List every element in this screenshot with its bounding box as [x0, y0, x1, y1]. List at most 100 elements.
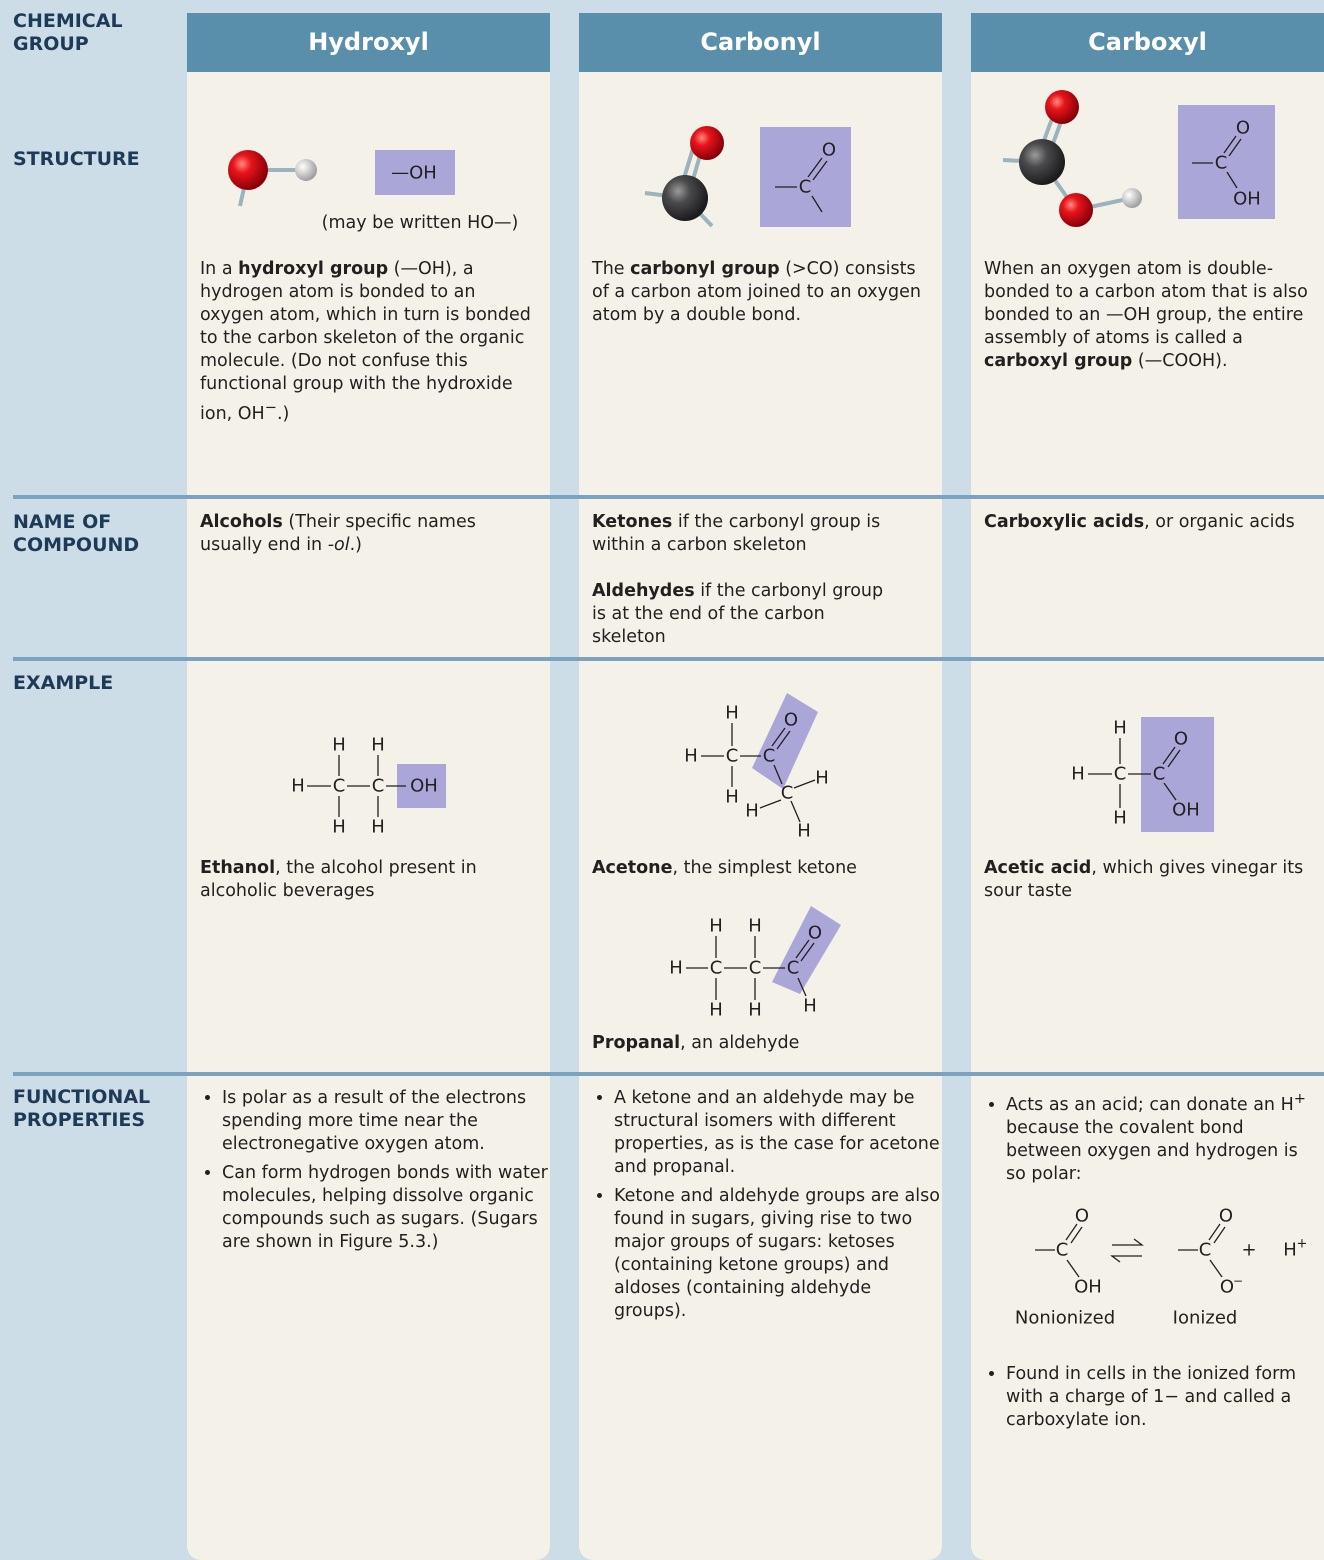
text: (—COOH). — [1132, 351, 1228, 371]
atom: H — [709, 1000, 723, 1021]
bonds — [1035, 1223, 1226, 1278]
structure-note: (may be written HO—) — [321, 213, 519, 233]
text: .) — [276, 403, 290, 424]
atom: H — [725, 787, 739, 808]
row-label: CHEMICAL GROUP — [13, 10, 123, 55]
text: , or organic acids — [1144, 512, 1295, 532]
atom: OH — [1233, 189, 1261, 210]
compound-name: Ketones if the carbonyl group is within … — [592, 511, 892, 557]
form-label: Ionized — [1173, 1308, 1238, 1329]
row-label: EXAMPLE — [13, 672, 114, 694]
description: When an oxygen atom is double-bonded to … — [984, 258, 1318, 373]
text: , the simplest ketone — [672, 858, 857, 878]
bonds — [775, 157, 828, 213]
term: carboxyl group — [984, 351, 1133, 371]
atom: C — [781, 783, 794, 804]
formula: —OH — [391, 163, 437, 184]
atom: H — [291, 776, 305, 797]
superscript: − — [264, 399, 277, 416]
row-label: STRUCTURE — [13, 148, 140, 170]
term: Propanal — [592, 1033, 681, 1053]
atom: H — [748, 1000, 762, 1021]
property: A ketone and an aldehyde may be structur… — [614, 1087, 949, 1179]
row-label: FUNCTIONAL PROPERTIES — [13, 1086, 151, 1131]
row-label: NAME OF COMPOUND — [13, 511, 140, 556]
plus-sign: + — [1241, 1240, 1256, 1261]
atom: H — [1113, 808, 1127, 829]
atom: OH — [1172, 800, 1200, 821]
example-caption: Ethanol, the alcohol present in alcoholi… — [200, 857, 500, 903]
atom: H — [684, 746, 698, 767]
term: Carboxylic acids — [984, 512, 1145, 532]
row-separator — [13, 1072, 1324, 1076]
highlight-box — [375, 150, 455, 195]
atom: H — [803, 996, 817, 1017]
atom: O — [808, 923, 822, 944]
term: hydroxyl group — [238, 259, 389, 279]
atom: H — [332, 817, 346, 838]
form-label: Nonionized — [1015, 1308, 1115, 1329]
atom: H — [1071, 764, 1085, 785]
atom: C — [372, 776, 385, 797]
atom: C — [749, 958, 762, 979]
text: because the covalent bond between oxygen… — [1006, 1117, 1298, 1184]
row-separator — [13, 495, 1324, 499]
atom: O — [1219, 1206, 1233, 1227]
property: Can form hydrogen bonds with water molec… — [222, 1162, 562, 1254]
atom: H — [1113, 718, 1127, 739]
atom: C — [710, 958, 723, 979]
term: carbonyl group — [630, 259, 780, 279]
term: Acetic acid — [984, 858, 1092, 878]
example-caption: Propanal, an aldehyde — [592, 1032, 932, 1055]
atom: C — [1114, 764, 1127, 785]
text: The — [592, 259, 631, 279]
atom: C — [1215, 153, 1228, 174]
description: In a hydroxyl group (—OH), a hydrogen at… — [200, 258, 540, 426]
atom: OH — [1074, 1277, 1102, 1298]
atom: C — [763, 746, 776, 767]
charge: + — [1297, 1237, 1308, 1252]
atom: H — [371, 735, 385, 756]
compound-name: Carboxylic acids, or organic acids — [984, 511, 1318, 534]
property: Ketone and aldehyde groups are also foun… — [614, 1185, 949, 1323]
bonds — [701, 723, 816, 823]
text: .) — [349, 535, 362, 555]
text: , which gives vinegar its sour taste — [984, 858, 1304, 901]
atom: C — [726, 746, 739, 767]
atom: H — [725, 703, 739, 724]
atom: O — [1075, 1206, 1089, 1227]
atom: O — [822, 140, 836, 161]
highlight-box — [1178, 105, 1275, 219]
property-list: Is polar as a result of the electrons sp… — [200, 1087, 562, 1260]
atom: C — [787, 958, 800, 979]
bonds — [1192, 135, 1242, 189]
atom: H — [669, 958, 683, 979]
text: In a — [200, 259, 239, 279]
atom: H — [797, 821, 811, 842]
highlight-box — [1141, 717, 1214, 832]
example-caption: Acetone, the simplest ketone — [592, 857, 932, 880]
bonds — [307, 755, 406, 817]
atom: O — [1174, 729, 1188, 750]
highlight-box — [760, 127, 851, 227]
text: When an oxygen atom is double-bonded to … — [984, 259, 1308, 348]
atom: C — [333, 776, 346, 797]
atom: C — [1153, 764, 1166, 785]
atom: O — [1220, 1277, 1234, 1298]
atom: C — [799, 177, 812, 198]
ball-model — [228, 90, 1142, 228]
atom: H — [709, 916, 723, 937]
term: Ethanol — [200, 858, 276, 878]
superscript: + — [1293, 1090, 1306, 1107]
atom: H — [815, 768, 829, 789]
text: (—OH), a hydrogen atom is bonded to an o… — [200, 259, 531, 424]
atom: H — [1283, 1240, 1297, 1261]
property: Found in cells in the ionized form with … — [1006, 1363, 1316, 1432]
text: (Their specific names usually end in — [200, 512, 476, 555]
description: The carbonyl group (>CO) consists of a c… — [592, 258, 932, 327]
term: Alcohols — [200, 512, 283, 532]
property-list: Acts as an acid; can donate an H+ becaus… — [984, 1087, 1316, 1192]
column-title: Carboxyl — [971, 13, 1324, 72]
